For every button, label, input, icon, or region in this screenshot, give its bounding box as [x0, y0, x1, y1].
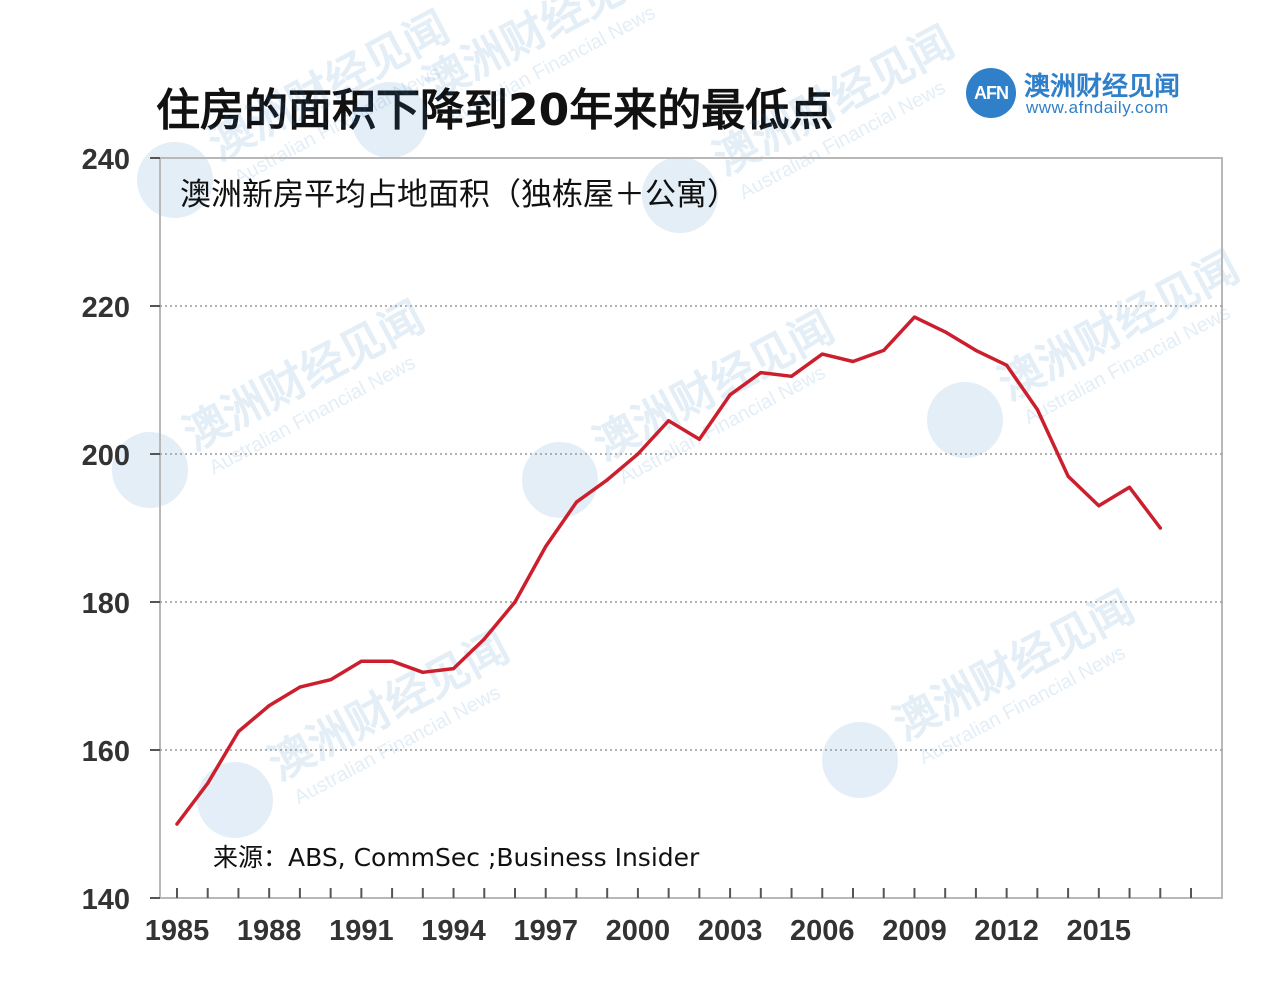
afn-logo-icon: AFN [966, 68, 1016, 118]
x-axis: 1985 1988 1991 1994 1997 2000 2003 2006 2009 2012… [145, 888, 1192, 947]
data-point [1097, 504, 1101, 508]
watermark-logo-icon [352, 82, 428, 158]
data-point [421, 670, 425, 674]
data-point [1158, 526, 1162, 530]
y-tick-label: 140 [82, 884, 130, 916]
data-point [943, 330, 947, 334]
page-title: 住房的面积下降到20年来的最低点 [156, 85, 834, 136]
data-point [974, 348, 978, 352]
brand-block: AFN 澳洲财经见闻 www.afndaily.com [966, 66, 1206, 122]
data-point [1035, 408, 1039, 412]
chart-title: 澳洲新房平均占地面积（独栋屋＋公寓） [180, 177, 738, 213]
watermark-logo-icon [642, 157, 718, 233]
y-tick-label: 240 [82, 144, 130, 176]
y-axis: 140 160 180 200 220 240 [82, 144, 160, 916]
y-tick-label: 200 [82, 440, 130, 472]
x-tick-label: 1985 [145, 915, 210, 947]
data-point [697, 437, 701, 441]
data-point [912, 315, 917, 319]
data-point [206, 781, 210, 785]
brand-url: www.afndaily.com [1026, 98, 1169, 117]
watermark-logo-icon [137, 142, 213, 218]
data-point [298, 685, 302, 689]
data-point [759, 371, 763, 375]
x-tick-label: 2015 [1067, 915, 1132, 947]
data-point [1127, 485, 1132, 489]
data-point [851, 359, 855, 364]
data-point [175, 822, 179, 826]
watermark-logo-icon [822, 722, 898, 798]
x-tick-label: 1997 [513, 915, 578, 947]
x-tick-label: 1988 [237, 915, 302, 947]
data-point [1066, 474, 1070, 478]
data-point [359, 659, 363, 663]
plot-area [159, 157, 1223, 899]
data-point [605, 478, 609, 482]
x-tick-label: 2009 [882, 915, 947, 947]
data-point [267, 704, 271, 708]
chart-source: 来源：ABS, CommSec ;Business Insider [213, 843, 700, 872]
data-point [390, 659, 394, 663]
watermark-logo-icon [197, 762, 273, 838]
data-point [820, 352, 824, 356]
brand-name: 澳洲财经见闻 [1024, 72, 1181, 102]
data-point [544, 544, 548, 549]
data-point [1005, 363, 1009, 367]
data-points [175, 315, 1162, 826]
y-tick-label: 220 [82, 292, 130, 324]
data-point [329, 678, 333, 682]
data-point [236, 729, 241, 734]
y-tick-label: 180 [82, 588, 130, 620]
x-tick-label: 1991 [329, 915, 394, 947]
x-tick-label: 2006 [790, 915, 855, 947]
data-point [667, 419, 671, 423]
gridlines [160, 305, 1222, 751]
data-point [513, 600, 517, 604]
data-point [728, 393, 732, 397]
watermark-logo-icon [927, 382, 1003, 458]
data-point [882, 348, 886, 352]
data-point [574, 500, 579, 504]
data-point [482, 637, 486, 641]
watermark-logo-icon [112, 432, 188, 508]
x-tick-label: 1994 [421, 915, 486, 947]
data-point [636, 452, 640, 456]
data-point [451, 667, 456, 671]
y-tick-label: 160 [82, 736, 130, 768]
x-tick-label: 2012 [974, 915, 1039, 947]
x-tick-label: 2000 [606, 915, 671, 947]
x-tick-label: 2003 [698, 915, 763, 947]
data-point [789, 374, 794, 378]
